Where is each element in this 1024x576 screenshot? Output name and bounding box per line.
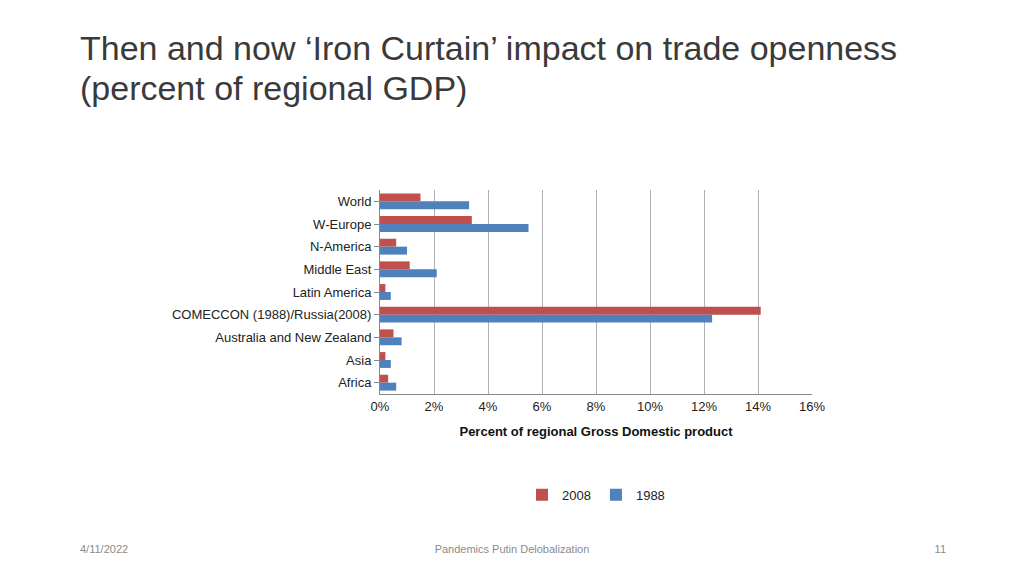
svg-text:N-America: N-America [310,239,372,254]
svg-text:14%: 14% [745,399,771,414]
svg-text:World: World [338,194,372,209]
svg-text:Percent of regional Gross Dome: Percent of regional Gross Domestic produ… [459,424,733,439]
html-text:4/11/2022: 4/11/2022 [80,543,129,555]
html-text:11: 11 [934,543,946,555]
svg-text:10%: 10% [637,399,663,414]
svg-text:1988: 1988 [636,488,665,503]
svg-text:Middle East: Middle East [303,262,371,277]
svg-text:0%: 0% [371,399,390,414]
svg-text:Asia: Asia [346,353,372,368]
svg-text:4%: 4% [479,399,498,414]
svg-text:12%: 12% [691,399,717,414]
svg-text:Latin America: Latin America [293,285,373,300]
svg-text:2008: 2008 [562,488,591,503]
svg-text:16%: 16% [799,399,825,414]
svg-text:W-Europe: W-Europe [313,217,371,232]
svg-text:8%: 8% [587,399,606,414]
svg-text:COMECCON (1988)/Russia(2008): COMECCON (1988)/Russia(2008) [172,307,371,322]
svg-text:2%: 2% [425,399,444,414]
svg-text:Australia and New Zealand: Australia and New Zealand [215,330,371,345]
svg-text:6%: 6% [533,399,552,414]
html-text:Pandemics Putin Delobalization: Pandemics Putin Delobalization [434,543,590,555]
svg-text:Africa: Africa [338,375,372,390]
html-text:Then and now ‘Iron Curtain’ im: Then and now ‘Iron Curtain’ impact on tr… [80,29,898,107]
